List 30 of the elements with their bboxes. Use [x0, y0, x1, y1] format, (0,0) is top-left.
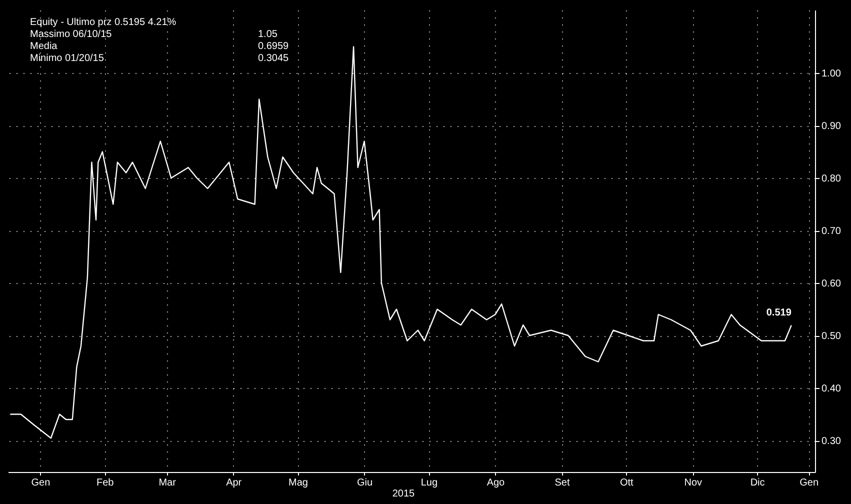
- x-tick-label: Gen: [800, 478, 819, 488]
- y-tick-label: 0.50: [822, 331, 842, 342]
- y-tick-label: 1.00: [822, 68, 842, 80]
- x-tick-label: Lug: [420, 478, 438, 488]
- x-tick-label: Apr: [226, 478, 242, 488]
- y-tick-label: 0.60: [822, 278, 842, 290]
- annotation: Media: [30, 41, 58, 52]
- annotation: Equity - Ultimo prz 0.5195 4.21%: [30, 17, 176, 28]
- x-tick-label: Mag: [288, 478, 308, 488]
- x-axis-title: 2015: [392, 488, 416, 500]
- y-tick-label: 0.90: [822, 121, 842, 132]
- x-tick-label: Mar: [158, 478, 177, 488]
- y-tick-label: 0.40: [822, 384, 842, 394]
- x-tick-label: Set: [554, 478, 570, 488]
- annotation: 0.519: [766, 307, 792, 318]
- y-tick-label: 0.80: [822, 174, 842, 184]
- annotation: Minimo 01/20/15: [30, 53, 104, 64]
- y-tick-label: 0.30: [822, 436, 842, 447]
- x-tick-label: Ago: [486, 478, 506, 488]
- y-tick-label: 0.70: [822, 226, 842, 237]
- annotation: 0.6959: [258, 41, 290, 52]
- x-tick-label: Giu: [357, 478, 373, 488]
- annotation: 0.3045: [258, 53, 290, 64]
- annotation: 1.05: [258, 29, 278, 40]
- x-tick-label: Nov: [684, 478, 702, 488]
- x-tick-label: Dic: [750, 478, 765, 488]
- x-tick-label: Ott: [620, 478, 634, 488]
- x-tick-label: Feb: [96, 478, 114, 488]
- x-tick-label: Gen: [31, 478, 50, 488]
- annotation: Massimo 06/10/15: [30, 29, 112, 40]
